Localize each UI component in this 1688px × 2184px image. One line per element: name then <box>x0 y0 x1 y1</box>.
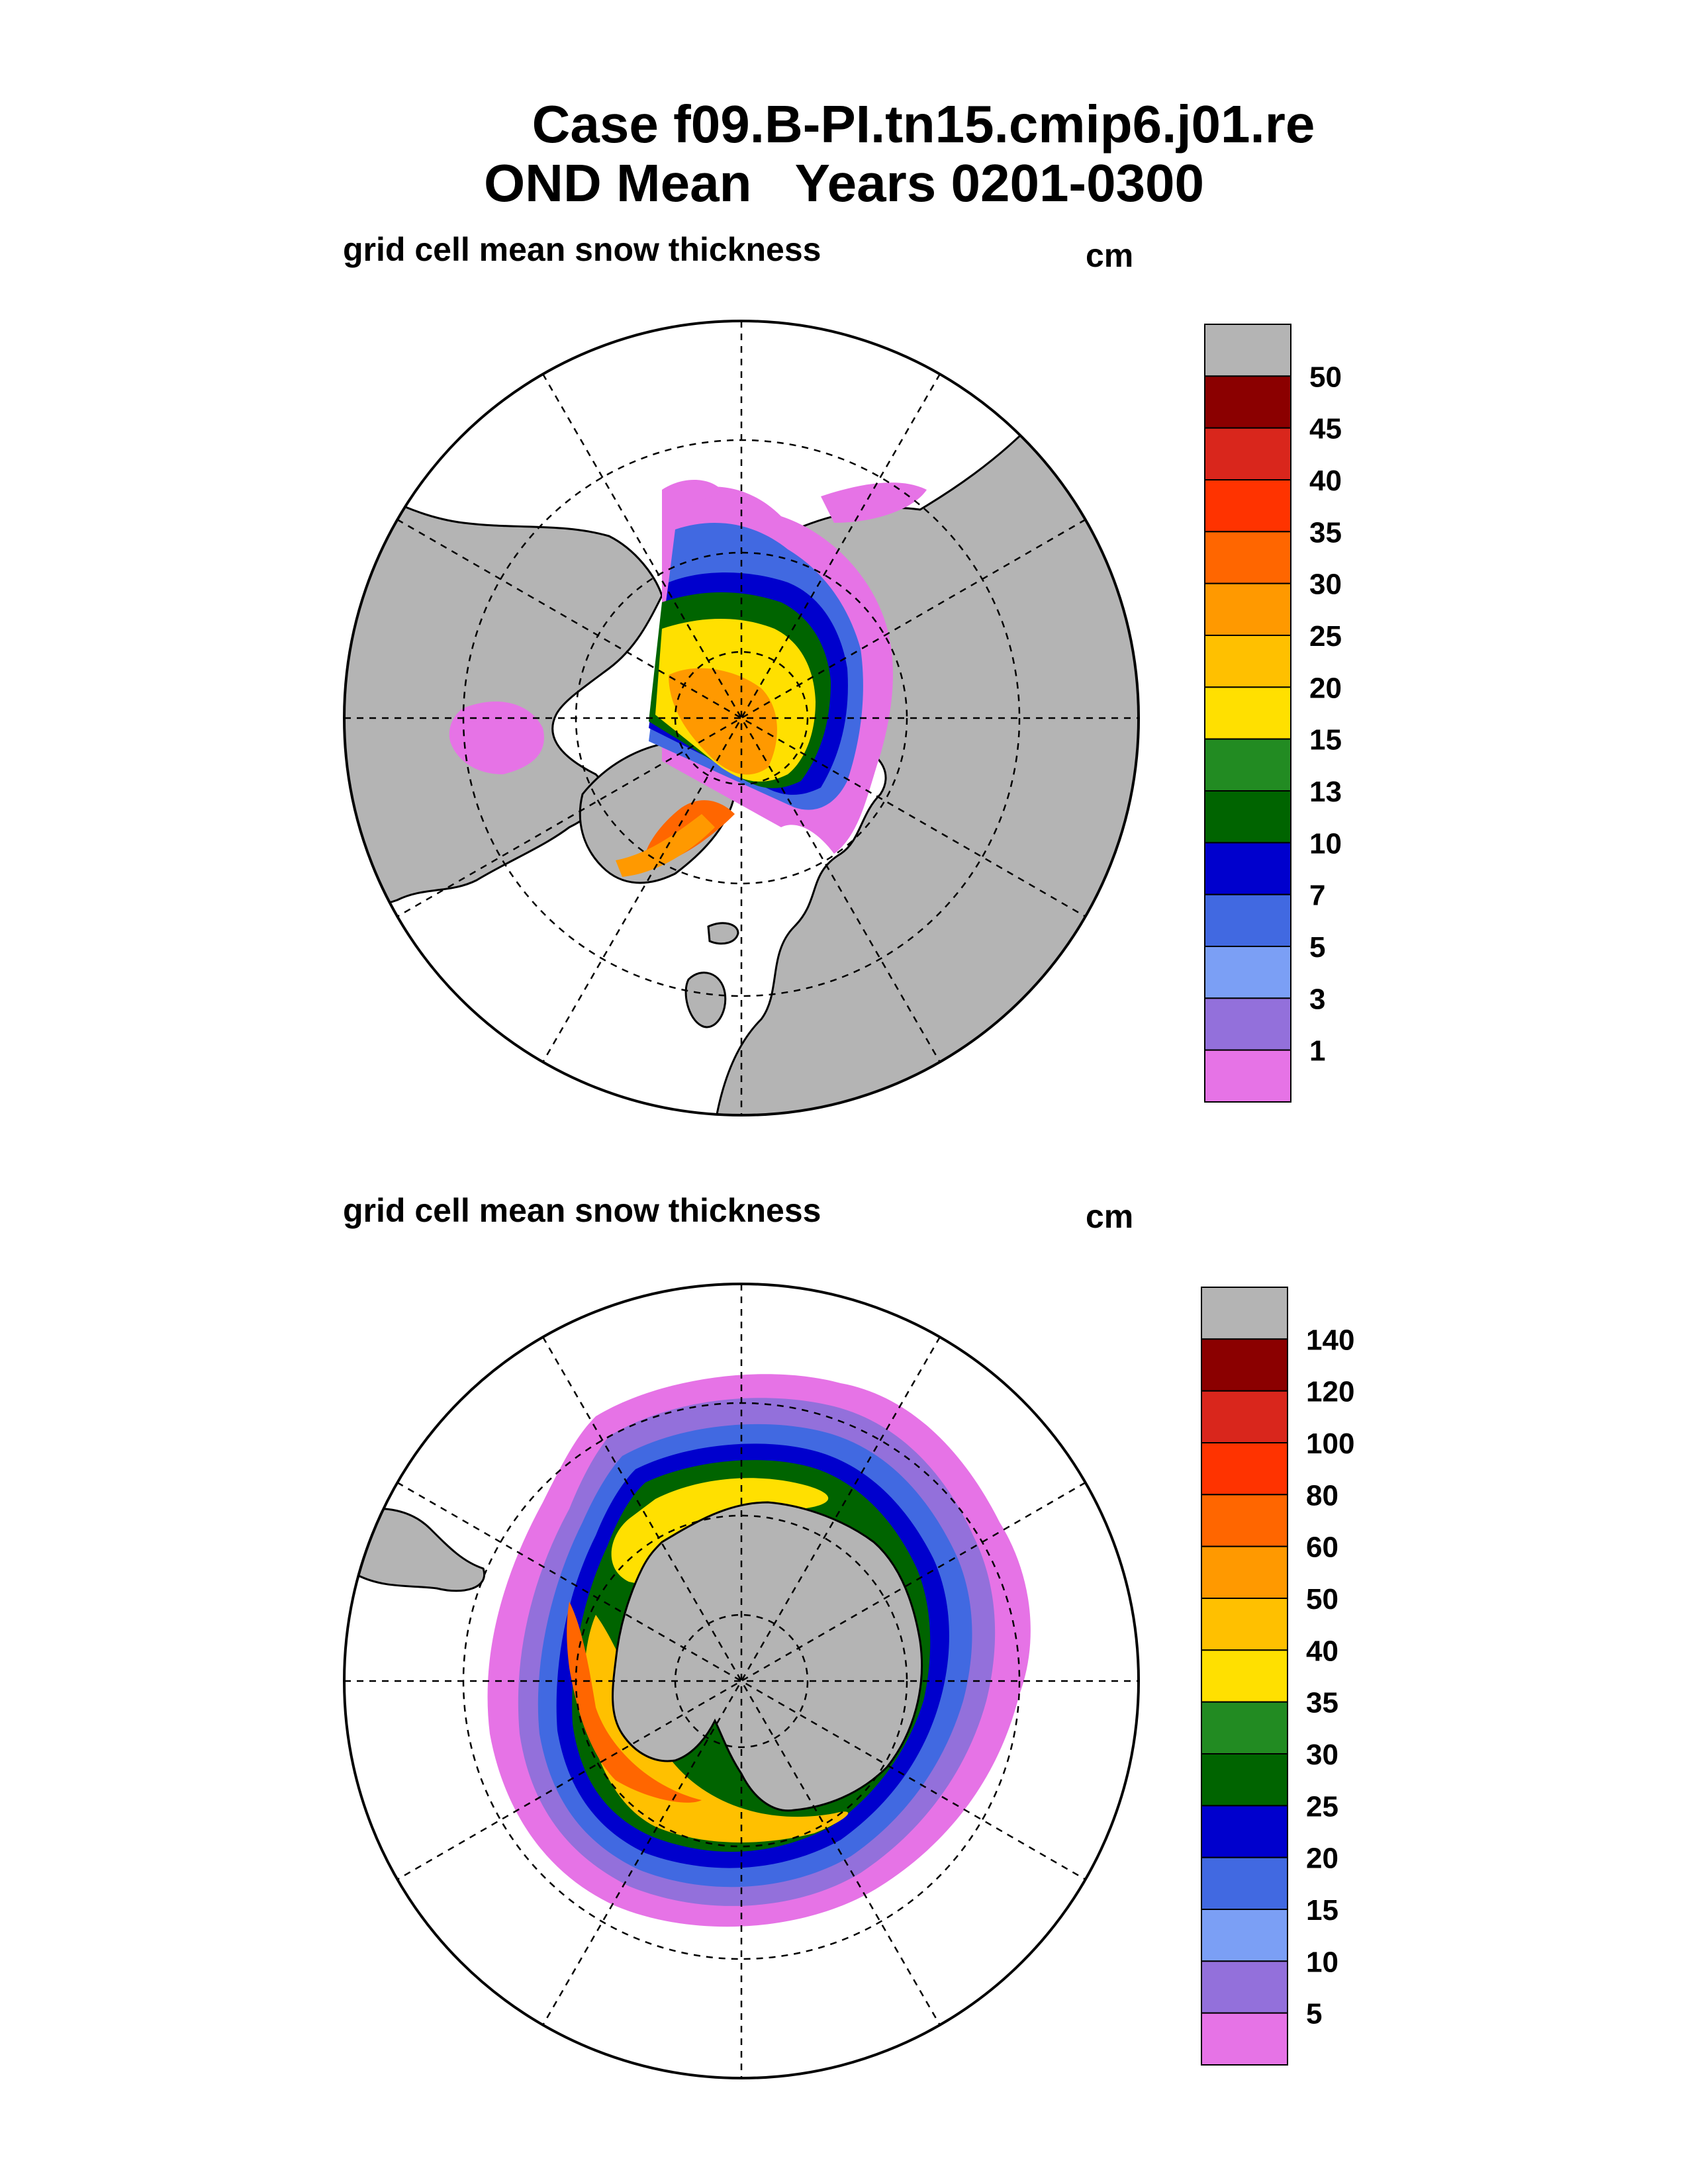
colorbar-label: 80 <box>1306 1479 1338 1512</box>
colorbar-box <box>1201 2012 1288 2066</box>
colorbar-label: 30 <box>1306 1739 1338 1771</box>
colorbar-label: 10 <box>1309 827 1342 860</box>
colorbar-box <box>1201 1390 1288 1444</box>
colorbar-label: 1 <box>1309 1035 1325 1068</box>
colorbar-box <box>1201 1442 1288 1496</box>
british-isles <box>684 972 727 1028</box>
colorbar-label: 5 <box>1309 931 1325 964</box>
colorbar-box <box>1201 1598 1288 1651</box>
colorbar-box <box>1204 635 1291 688</box>
bottom-panel-units: cm <box>1086 1198 1134 1235</box>
colorbar-label: 15 <box>1309 724 1342 756</box>
colorbar-box <box>1204 582 1291 637</box>
colorbar-label: 35 <box>1306 1687 1338 1719</box>
colorbar-box <box>1204 375 1291 429</box>
colorbar-label: 25 <box>1306 1790 1338 1823</box>
top-colorbar: 50 45 40 35 30 25 20 15 13 10 7 5 3 1 <box>1204 324 1342 1103</box>
colorbar-label: 7 <box>1309 880 1325 912</box>
north-polar-map <box>343 320 1140 1116</box>
colorbar-label: 15 <box>1306 1894 1338 1927</box>
top-panel-subtitle: grid cell mean snow thickness <box>343 231 821 268</box>
colorbar-box <box>1204 324 1291 377</box>
colorbar-box <box>1204 427 1291 481</box>
colorbar-label: 60 <box>1306 1531 1338 1564</box>
colorbar-box <box>1201 1909 1288 1962</box>
colorbar-box <box>1204 738 1291 792</box>
colorbar-box <box>1204 997 1291 1051</box>
colorbar-box <box>1204 946 1291 999</box>
south-graticule <box>344 1284 1139 2078</box>
colorbar-label: 30 <box>1309 569 1342 601</box>
colorbar-box <box>1204 686 1291 740</box>
colorbar-box <box>1201 1701 1288 1755</box>
south-america-landmass <box>344 1508 486 1592</box>
colorbar-label: 50 <box>1309 361 1342 393</box>
okhotsk-snow <box>662 480 722 503</box>
colorbar-label: 20 <box>1309 672 1342 704</box>
north-graticule <box>344 321 1139 1115</box>
colorbar-box <box>1201 1856 1288 1911</box>
north-america-landmass <box>344 461 663 929</box>
colorbar-box <box>1201 1338 1288 1392</box>
colorbar-box <box>1204 479 1291 533</box>
hudson-bay-snow <box>449 702 544 774</box>
colorbar-label: 45 <box>1309 413 1342 445</box>
colorbar-box <box>1204 842 1291 895</box>
antarctica-landmass <box>612 1501 923 1812</box>
colorbar-box <box>1204 790 1291 844</box>
colorbar-box <box>1204 531 1291 584</box>
colorbar-label: 25 <box>1309 620 1342 653</box>
colorbar-label: 40 <box>1306 1635 1338 1667</box>
colorbar-label: 100 <box>1306 1428 1354 1460</box>
colorbar-label: 140 <box>1306 1324 1354 1356</box>
colorbar-label: 20 <box>1306 1843 1338 1875</box>
colorbar-box <box>1201 1287 1288 1340</box>
top-panel-units: cm <box>1086 237 1134 274</box>
colorbar-box <box>1201 1805 1288 1858</box>
colorbar-label: 3 <box>1309 983 1325 1015</box>
arctic-snow-orange-strip <box>616 814 715 877</box>
bering-snow <box>821 482 927 523</box>
colorbar-label: 120 <box>1306 1376 1354 1408</box>
antarctic-snow-red-strip <box>567 1602 702 1803</box>
colorbar-label: 13 <box>1309 776 1342 808</box>
colorbar-label: 50 <box>1306 1583 1338 1615</box>
colorbar-label: 40 <box>1309 465 1342 497</box>
colorbar-box <box>1201 1494 1288 1547</box>
colorbar-box <box>1201 1753 1288 1807</box>
colorbar-box <box>1201 1649 1288 1703</box>
colorbar-label: 5 <box>1306 1998 1322 2030</box>
arctic-snow-orange <box>669 668 777 775</box>
colorbar-box <box>1204 1049 1291 1103</box>
bottom-panel-subtitle: grid cell mean snow thickness <box>343 1192 821 1229</box>
colorbar-box <box>1204 893 1291 947</box>
bottom-colorbar: 140 120 100 80 60 50 40 35 30 25 20 15 10 5 <box>1201 1287 1354 2066</box>
south-polar-map <box>343 1283 1140 2079</box>
main-title-line1: Case f09.B-PI.tn15.cmip6.j01.re <box>532 95 1315 154</box>
main-title-line2: OND Mean Years 0201-0300 <box>483 154 1205 212</box>
colorbar-box <box>1201 1545 1288 1600</box>
colorbar-label: 35 <box>1309 516 1342 549</box>
colorbar-box <box>1201 1960 1288 2014</box>
colorbar-label: 10 <box>1306 1946 1338 1978</box>
iceland <box>707 922 739 945</box>
